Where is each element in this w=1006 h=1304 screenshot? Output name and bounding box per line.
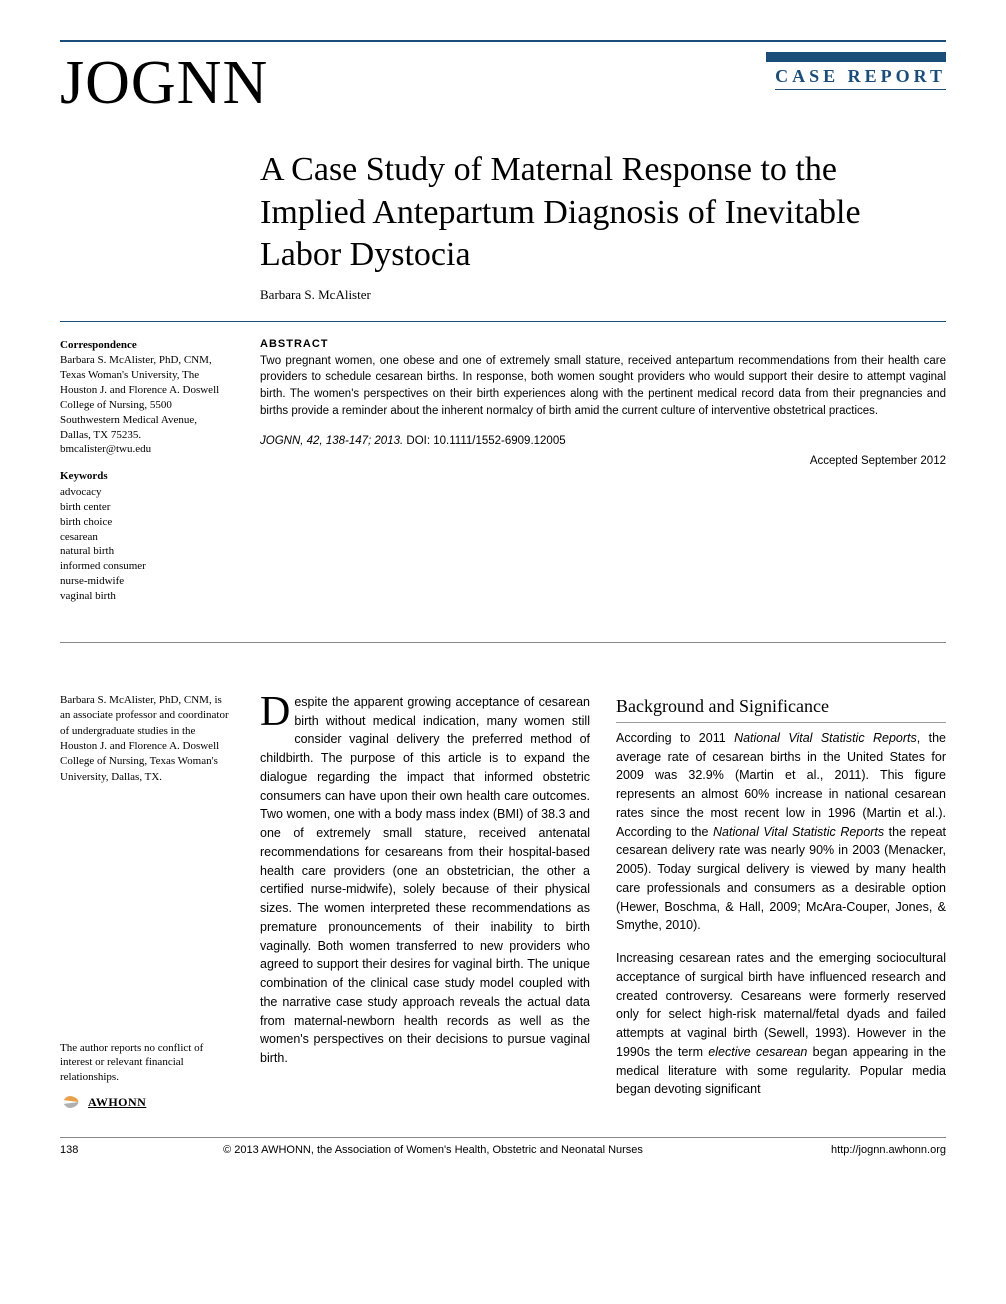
abstract-heading: ABSTRACT xyxy=(260,338,946,350)
body-text: , the average rate of cesarean births in… xyxy=(616,731,946,839)
section-heading: Background and Significance xyxy=(616,693,946,723)
dropcap: D xyxy=(260,693,294,731)
awhonn-logo-icon xyxy=(60,1091,82,1113)
meta-abstract-row: Correspondence Barbara S. McAlister, PhD… xyxy=(60,338,946,616)
article-title: A Case Study of Maternal Response to the… xyxy=(260,149,946,277)
keyword-item: birth center xyxy=(60,500,230,515)
abstract-column: ABSTRACT Two pregnant women, one obese a… xyxy=(260,338,946,616)
page-number: 138 xyxy=(60,1144,120,1156)
journal-url: http://jognn.awhonn.org xyxy=(746,1144,946,1156)
body-text: Increasing cesarean rates and the emergi… xyxy=(616,951,946,1059)
correspondence-block: Correspondence Barbara S. McAlister, PhD… xyxy=(60,338,230,458)
citation-doi: DOI: 10.1111/1552-6909.12005 xyxy=(406,435,565,447)
keyword-item: vaginal birth xyxy=(60,589,230,604)
keyword-item: cesarean xyxy=(60,530,230,545)
body-column-2: Background and Significance According to… xyxy=(616,693,946,1113)
body-paragraph: According to 2011 National Vital Statist… xyxy=(616,729,946,935)
header-row: JOGNN CASE REPORT xyxy=(60,48,946,119)
body-text: espite the apparent growing acceptance o… xyxy=(260,695,590,1065)
publisher-logo: AWHONN xyxy=(60,1091,230,1113)
correspondence-heading: Correspondence xyxy=(60,338,230,353)
body-text-italic: elective cesarean xyxy=(708,1045,807,1059)
body-text-italic: National Vital Statistic Reports xyxy=(734,731,917,745)
citation-line: JOGNN, 42, 138-147; 2013. DOI: 10.1111/1… xyxy=(260,435,946,447)
category-label: CASE REPORT xyxy=(775,66,946,90)
abstract-text: Two pregnant women, one obese and one of… xyxy=(260,353,946,420)
body-text-italic: National Vital Statistic Reports xyxy=(713,825,884,839)
keyword-item: advocacy xyxy=(60,485,230,500)
publisher-logo-text: AWHONN xyxy=(88,1094,146,1111)
keyword-item: informed consumer xyxy=(60,559,230,574)
keywords-heading: Keywords xyxy=(60,469,230,484)
divider-rule-2 xyxy=(60,642,946,643)
author-line: Barbara S. McAlister xyxy=(260,287,946,303)
top-accent-rule xyxy=(60,40,946,42)
body-paragraph: Increasing cesarean rates and the emergi… xyxy=(616,949,946,1099)
body-column-1: Despite the apparent growing acceptance … xyxy=(260,693,590,1113)
bio-column: Barbara S. McAlister, PhD, CNM, is an as… xyxy=(60,693,230,1113)
footer-row: 138 © 2013 AWHONN, the Association of Wo… xyxy=(60,1144,946,1156)
keyword-item: birth choice xyxy=(60,515,230,530)
body-paragraph: Despite the apparent growing acceptance … xyxy=(260,693,590,1068)
author-bio: Barbara S. McAlister, PhD, CNM, is an as… xyxy=(60,693,230,785)
body-text-columns: Despite the apparent growing acceptance … xyxy=(260,693,946,1113)
title-block: A Case Study of Maternal Response to the… xyxy=(260,149,946,303)
correspondence-text: Barbara S. McAlister, PhD, CNM, Texas Wo… xyxy=(60,353,230,457)
citation-journal: JOGNN, 42, 138-147; 2013. xyxy=(260,435,403,447)
keywords-block: Keywords advocacy birth center birth cho… xyxy=(60,469,230,604)
category-accent-bar xyxy=(766,52,946,62)
category-box: CASE REPORT xyxy=(766,52,946,90)
journal-name: JOGNN xyxy=(60,48,268,119)
divider-rule-1 xyxy=(60,321,946,322)
body-row: Barbara S. McAlister, PhD, CNM, is an as… xyxy=(60,693,946,1113)
conflict-statement: The author reports no conflict of intere… xyxy=(60,1041,230,1086)
keyword-item: nurse-midwife xyxy=(60,574,230,589)
body-text: According to 2011 xyxy=(616,731,734,745)
accepted-date: Accepted September 2012 xyxy=(260,455,946,467)
body-text: the repeat cesarean delivery rate was ne… xyxy=(616,825,946,933)
copyright-text: © 2013 AWHONN, the Association of Women'… xyxy=(120,1144,746,1156)
keyword-item: natural birth xyxy=(60,544,230,559)
keyword-list: advocacy birth center birth choice cesar… xyxy=(60,485,230,604)
left-meta-column: Correspondence Barbara S. McAlister, PhD… xyxy=(60,338,230,616)
footer-rule xyxy=(60,1137,946,1138)
